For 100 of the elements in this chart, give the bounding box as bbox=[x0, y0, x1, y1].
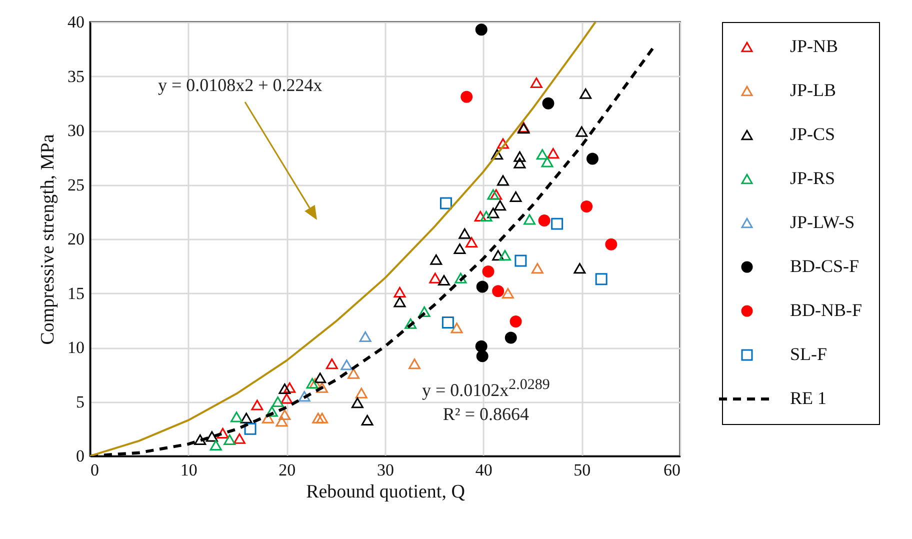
x-tick-label: 10 bbox=[180, 460, 198, 480]
point bbox=[514, 158, 526, 168]
point bbox=[460, 90, 473, 103]
point bbox=[492, 285, 504, 298]
point bbox=[233, 433, 246, 444]
point bbox=[510, 315, 522, 328]
point bbox=[251, 400, 264, 410]
point bbox=[430, 254, 442, 265]
legend-label: BD-CS-F bbox=[790, 256, 860, 276]
legend-label: JP-RS bbox=[790, 168, 836, 188]
y-tick-label: 0 bbox=[76, 446, 84, 466]
point bbox=[487, 208, 500, 218]
y-tick-label: 10 bbox=[68, 338, 84, 357]
point bbox=[542, 97, 554, 110]
point bbox=[276, 416, 288, 427]
y-axis-title: Compressive strength, MPa bbox=[38, 134, 58, 345]
point bbox=[475, 340, 488, 352]
point bbox=[404, 318, 417, 329]
x-axis-title: Rebound quotient, Q bbox=[306, 482, 466, 502]
point bbox=[482, 266, 494, 278]
point bbox=[476, 350, 488, 362]
point bbox=[531, 263, 544, 274]
point bbox=[514, 151, 526, 162]
legend-label: RE 1 bbox=[790, 388, 827, 408]
legend-label: SL-F bbox=[790, 344, 828, 364]
point bbox=[536, 149, 548, 160]
annotation: y = 0.0108x2 + 0.224x bbox=[158, 75, 322, 96]
point bbox=[394, 286, 406, 298]
point bbox=[524, 214, 536, 225]
point bbox=[492, 250, 504, 261]
point bbox=[438, 274, 450, 286]
point bbox=[316, 412, 328, 424]
y-tick-label: 35 bbox=[68, 66, 84, 86]
x-tick-label: 30 bbox=[377, 460, 394, 480]
point bbox=[348, 368, 360, 379]
point bbox=[280, 393, 293, 404]
point bbox=[194, 434, 206, 446]
legend-label: JP-LB bbox=[790, 80, 836, 100]
point bbox=[476, 280, 488, 293]
point bbox=[394, 296, 406, 308]
point bbox=[316, 382, 328, 393]
y-tick-label: 5 bbox=[76, 392, 84, 412]
point bbox=[605, 238, 618, 250]
point bbox=[408, 358, 420, 370]
point bbox=[418, 306, 430, 317]
y-tick-label: 40 bbox=[68, 12, 84, 32]
point bbox=[359, 331, 372, 342]
point bbox=[504, 332, 517, 344]
point bbox=[440, 197, 452, 210]
point bbox=[576, 126, 588, 137]
x-tick-label: 40 bbox=[475, 460, 492, 480]
x-tick-label: 20 bbox=[278, 460, 296, 480]
point bbox=[497, 138, 509, 149]
point bbox=[541, 156, 554, 168]
point bbox=[262, 412, 274, 424]
x-tick-label: 60 bbox=[664, 460, 680, 480]
point bbox=[586, 152, 598, 165]
point bbox=[454, 272, 467, 284]
point bbox=[454, 243, 466, 254]
point bbox=[547, 148, 560, 159]
point bbox=[450, 322, 463, 334]
point bbox=[466, 236, 478, 248]
point bbox=[510, 191, 522, 202]
point bbox=[497, 175, 509, 186]
point bbox=[538, 214, 550, 227]
point bbox=[272, 396, 284, 408]
x-tick-label: 50 bbox=[574, 460, 591, 480]
point bbox=[502, 288, 514, 299]
point bbox=[530, 77, 542, 88]
point bbox=[487, 189, 500, 200]
annotation: R² = 0.8664 bbox=[442, 404, 529, 424]
point bbox=[494, 200, 506, 211]
point bbox=[312, 412, 324, 424]
point bbox=[351, 398, 364, 408]
point bbox=[340, 360, 353, 370]
point bbox=[480, 210, 492, 222]
point bbox=[474, 210, 486, 222]
point bbox=[580, 200, 593, 212]
y-tick-label: 25 bbox=[68, 175, 84, 194]
point bbox=[551, 218, 564, 230]
point bbox=[240, 412, 252, 424]
point bbox=[574, 263, 586, 274]
x-tick-label: 0 bbox=[90, 460, 99, 480]
point bbox=[284, 382, 296, 393]
legend-label: BD-NB-F bbox=[790, 300, 862, 320]
point bbox=[361, 414, 374, 426]
point bbox=[298, 391, 310, 402]
point bbox=[475, 24, 488, 36]
point bbox=[266, 406, 278, 417]
point bbox=[206, 431, 218, 442]
y-tick-label: 30 bbox=[68, 121, 84, 140]
point bbox=[442, 316, 454, 329]
point bbox=[514, 254, 527, 267]
point bbox=[498, 250, 511, 261]
point bbox=[314, 372, 326, 384]
annotation: y = 0.0102x$^{2.0289}$ bbox=[422, 377, 550, 400]
point bbox=[458, 228, 471, 239]
point bbox=[278, 409, 291, 420]
point bbox=[326, 358, 338, 370]
point bbox=[595, 273, 608, 286]
